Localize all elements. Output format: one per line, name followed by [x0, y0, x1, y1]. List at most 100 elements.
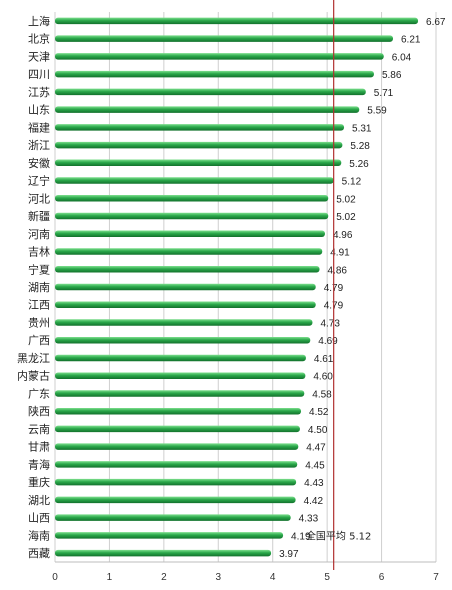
- value-label: 4.60: [313, 372, 333, 383]
- category-label: 湖南: [28, 281, 50, 294]
- value-label: 5.28: [350, 141, 370, 152]
- bar: [55, 496, 296, 504]
- category-label: 重庆: [28, 475, 50, 489]
- bar: [55, 336, 311, 344]
- category-label: 新疆: [28, 209, 50, 223]
- value-label: 4.50: [308, 425, 328, 436]
- bar: [55, 549, 272, 557]
- category-label: 四川: [28, 68, 50, 81]
- x-tick-label: 1: [107, 572, 113, 583]
- bar: [55, 212, 329, 220]
- bar: [55, 195, 329, 202]
- bar: [55, 514, 291, 521]
- value-label: 3.97: [279, 549, 299, 560]
- bar: [55, 141, 343, 149]
- bar: [55, 106, 360, 113]
- x-tick-label: 7: [433, 572, 439, 583]
- category-label: 天津: [28, 50, 50, 63]
- value-label: 4.73: [320, 318, 340, 329]
- bar: [55, 407, 302, 415]
- value-label: 5.02: [336, 212, 356, 223]
- value-label: 4.86: [328, 265, 348, 276]
- x-tick-label: 4: [270, 572, 276, 583]
- value-label: 4.52: [309, 407, 329, 418]
- value-label: 4.58: [312, 389, 332, 400]
- value-label: 4.47: [306, 443, 326, 454]
- value-label: 4.45: [305, 460, 325, 471]
- value-label: 5.31: [352, 123, 372, 134]
- value-label: 4.91: [330, 248, 350, 259]
- value-label: 4.43: [304, 478, 324, 489]
- category-label: 湖北: [28, 494, 50, 507]
- category-label: 河南: [28, 228, 50, 241]
- category-label: 西藏: [28, 547, 50, 560]
- bar: [55, 177, 334, 184]
- value-label: 4.33: [299, 514, 319, 525]
- bar: [55, 88, 366, 96]
- bar: [55, 443, 299, 450]
- category-label: 黑龙江: [17, 352, 50, 365]
- value-label: 6.21: [401, 35, 421, 46]
- value-label: 5.26: [349, 159, 369, 170]
- bar: [55, 390, 305, 397]
- category-label: 福建: [28, 120, 50, 134]
- x-tick-label: 0: [52, 572, 58, 583]
- value-label: 6.04: [392, 52, 412, 63]
- category-label: 山东: [28, 104, 50, 117]
- bar: [55, 532, 284, 539]
- category-label: 上海: [28, 14, 50, 28]
- category-label: 北京: [28, 32, 50, 46]
- reference-line: 全国平均 5.12: [306, 0, 371, 570]
- category-label: 海南: [28, 528, 50, 542]
- category-label: 甘肃: [28, 441, 50, 454]
- bar: [55, 372, 306, 379]
- category-label: 江苏: [28, 86, 50, 99]
- value-label: 5.02: [336, 194, 356, 205]
- x-tick-label: 3: [216, 572, 222, 583]
- category-label: 吉林: [28, 245, 50, 259]
- bar: [55, 478, 297, 486]
- category-label: 青海: [28, 457, 50, 471]
- category-label: 辽宁: [28, 174, 50, 188]
- x-tick-label: 6: [379, 572, 385, 583]
- bar: [55, 53, 384, 60]
- x-tick-label: 2: [161, 572, 167, 583]
- value-label: 5.12: [342, 177, 362, 188]
- category-label: 内蒙古: [17, 369, 50, 383]
- value-label: 4.69: [318, 336, 338, 347]
- value-label: 5.59: [367, 106, 387, 117]
- average-label: 全国平均 5.12: [306, 529, 371, 542]
- value-label: 4.96: [333, 230, 353, 241]
- value-label: 4.19: [291, 531, 311, 542]
- value-label: 4.61: [314, 354, 334, 365]
- bar: [55, 266, 320, 273]
- category-label: 贵州: [28, 316, 50, 329]
- value-label: 4.42: [304, 496, 324, 507]
- bar: [55, 17, 419, 25]
- bar: [55, 70, 374, 78]
- bar: [55, 124, 345, 131]
- bar: [55, 283, 316, 291]
- x-axis: 0 1 2 3 4 5 6 7: [52, 561, 439, 583]
- x-tick-label: 5: [324, 572, 330, 583]
- category-label: 山西: [28, 512, 50, 525]
- bar: [55, 319, 313, 326]
- bar: [55, 35, 394, 42]
- category-label: 广东: [28, 387, 50, 400]
- bar: [55, 230, 325, 238]
- category-label: 广西: [28, 334, 50, 347]
- category-label: 江西: [28, 299, 50, 312]
- category-label: 安徽: [28, 156, 50, 170]
- category-label: 河北: [28, 192, 50, 205]
- category-label: 宁夏: [28, 262, 50, 276]
- bar: [55, 461, 298, 468]
- bar: [55, 248, 323, 255]
- category-labels: 上海北京天津四川江苏山东福建浙江安徽辽宁河北新疆河南吉林宁夏湖南江西贵州广西黑龙…: [17, 14, 50, 560]
- value-label: 5.71: [374, 88, 394, 99]
- value-label: 5.86: [382, 70, 402, 81]
- bars: [55, 17, 419, 557]
- category-label: 陕西: [28, 404, 50, 418]
- category-label: 浙江: [28, 139, 50, 152]
- bar: [55, 354, 306, 362]
